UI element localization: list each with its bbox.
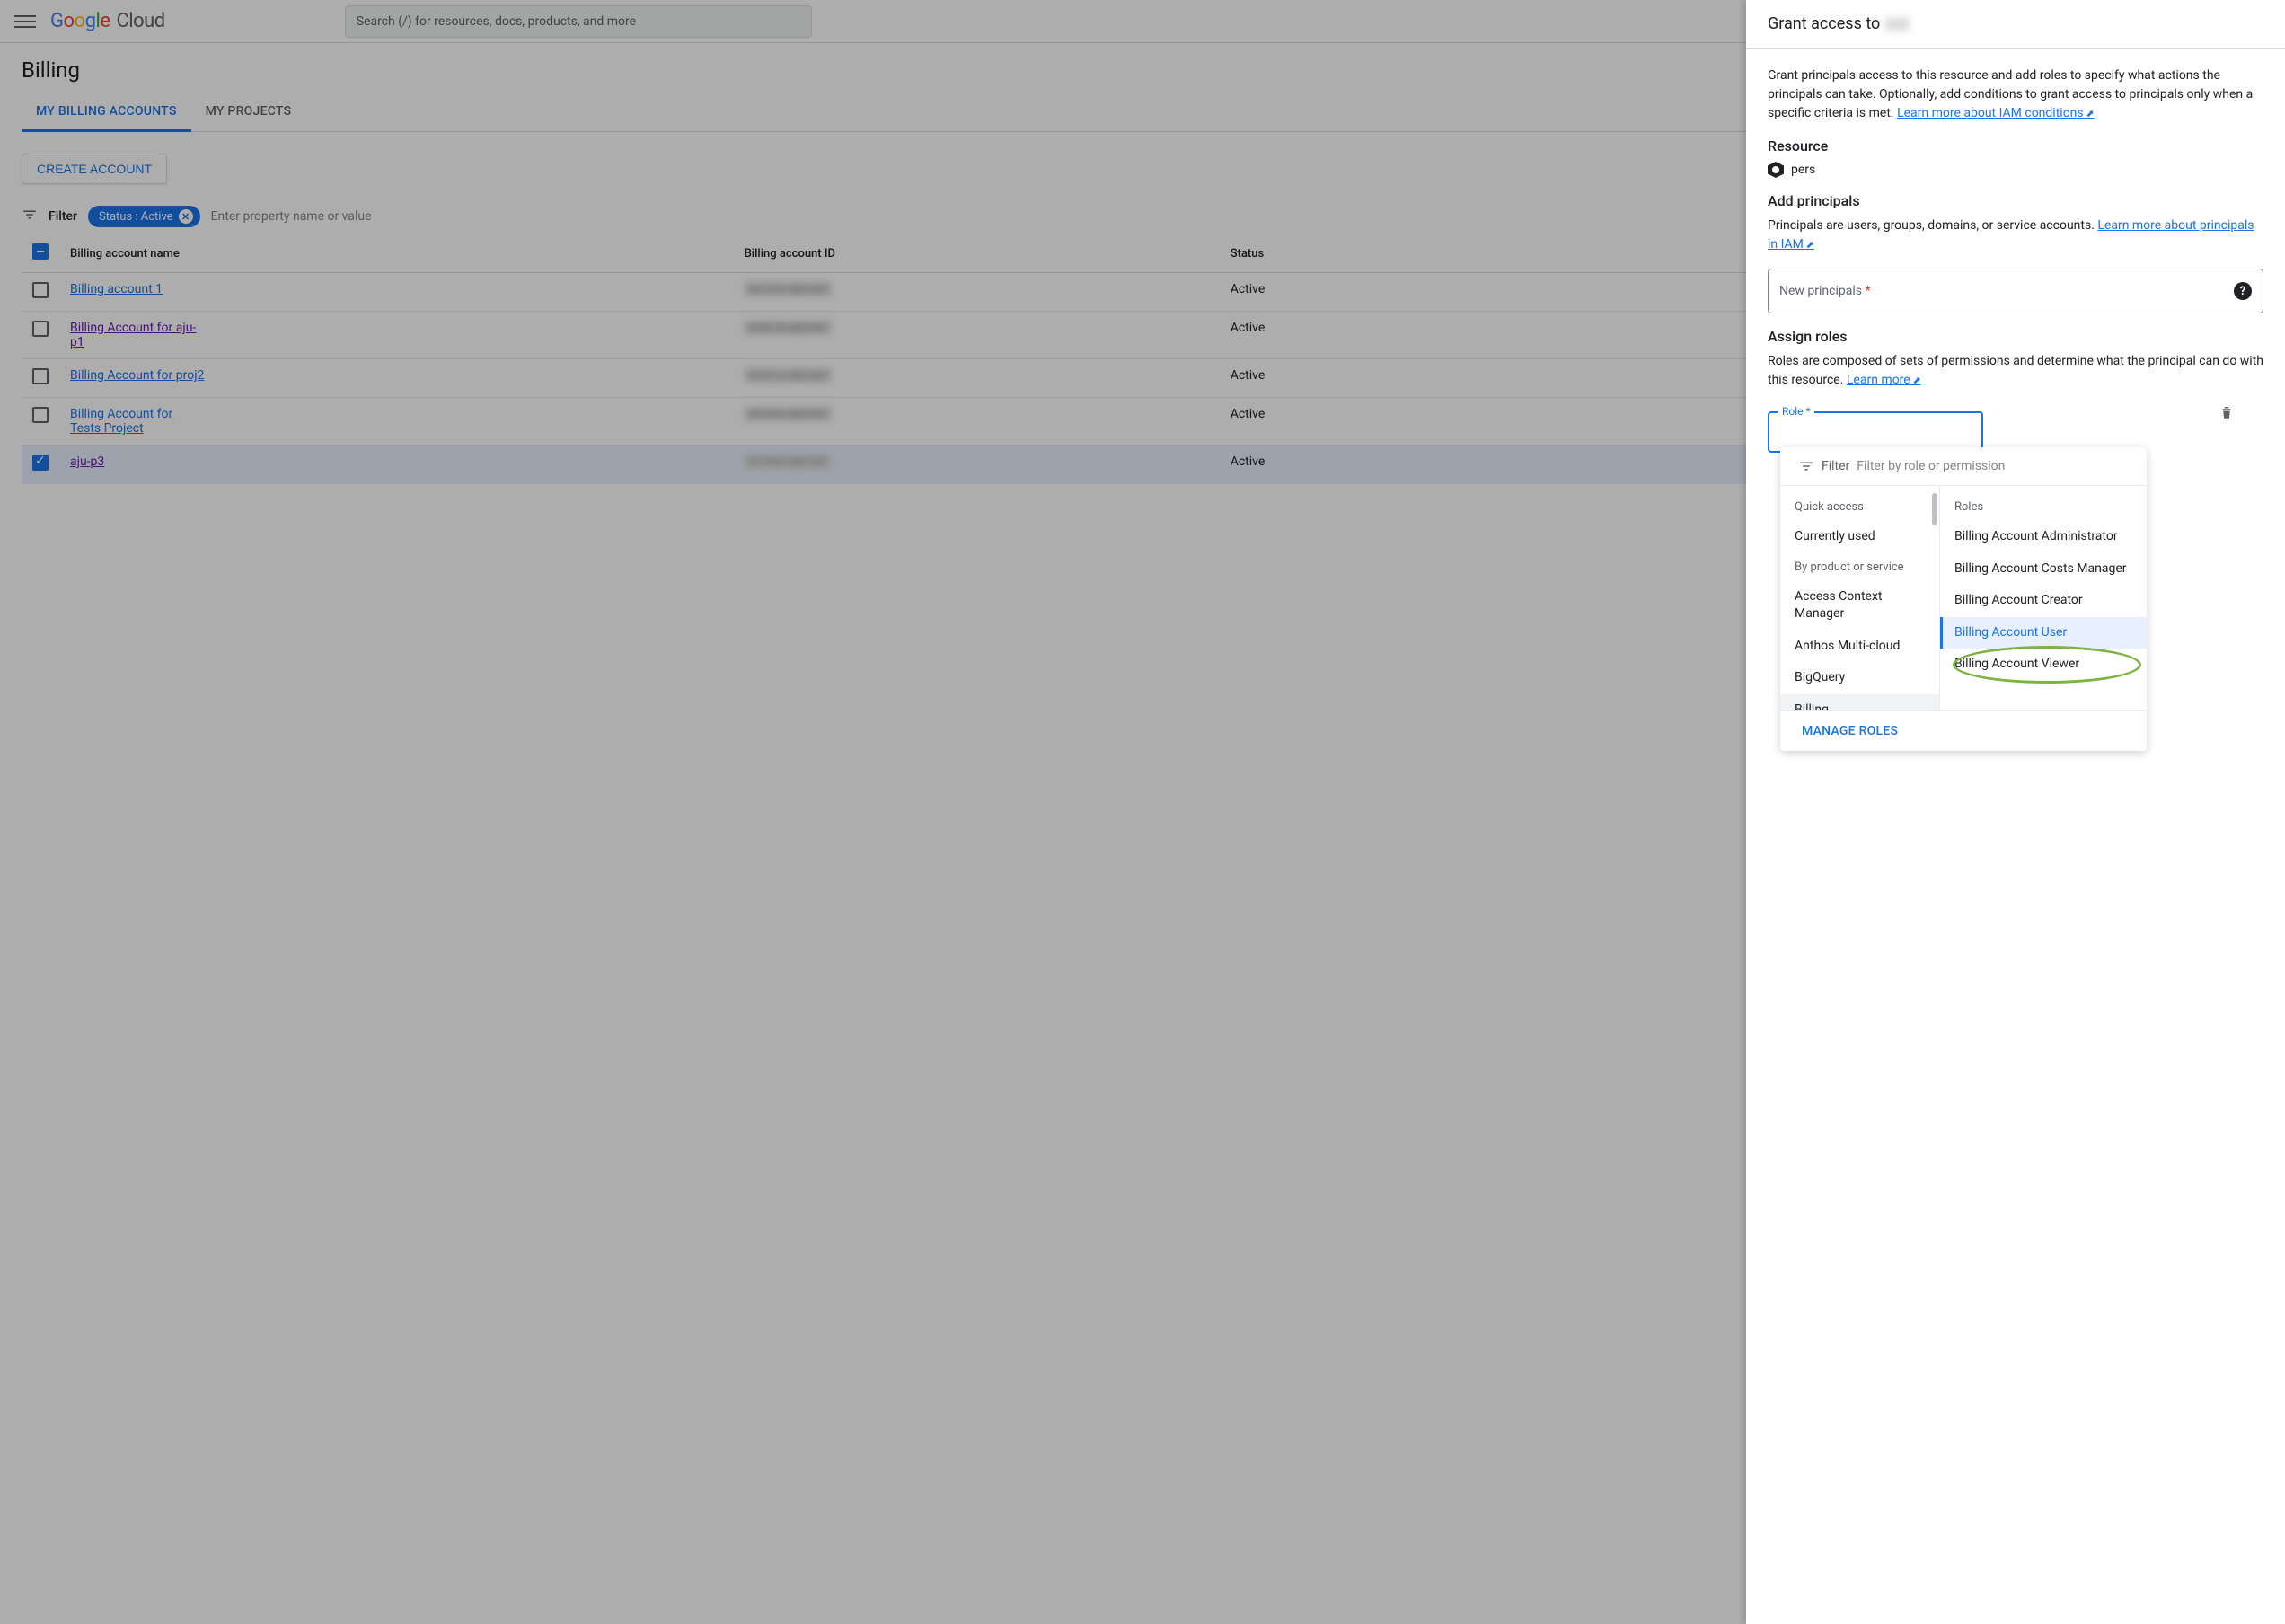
by-product-section: By product or service: [1780, 553, 1939, 581]
role-item[interactable]: Billing Account Costs Manager: [1940, 553, 2147, 586]
resource-icon: [1768, 162, 1784, 178]
role-item[interactable]: Billing Account Viewer: [1940, 649, 2147, 681]
role-item[interactable]: Billing Account User: [1940, 617, 2147, 649]
role-category-list: Quick access Currently used By product o…: [1780, 486, 1940, 710]
manage-roles-button[interactable]: MANAGE ROLES: [1780, 710, 2147, 751]
panel-title: Grant access to ······: [1768, 14, 2263, 33]
learn-roles-link[interactable]: Learn more: [1847, 373, 1921, 387]
resource-heading: Resource: [1768, 137, 2263, 154]
learn-iam-conditions-link[interactable]: Learn more about IAM conditions: [1897, 106, 2095, 120]
quick-access-section: Quick access: [1780, 493, 1939, 521]
category-currently-used[interactable]: Currently used: [1780, 521, 1939, 553]
role-list: Roles Billing Account AdministratorBilli…: [1940, 486, 2147, 710]
category-item[interactable]: BigQuery: [1780, 662, 1939, 694]
category-item[interactable]: Access Context Manager: [1780, 581, 1939, 631]
category-item[interactable]: Anthos Multi-cloud: [1780, 631, 1939, 663]
role-item[interactable]: Billing Account Creator: [1940, 585, 2147, 617]
resource-item: pers: [1768, 162, 2263, 178]
role-item[interactable]: Billing Account Administrator: [1940, 521, 2147, 553]
role-dropdown: Filter Filter by role or permission Quic…: [1780, 447, 2147, 751]
role-filter-input[interactable]: Filter by role or permission: [1857, 459, 2005, 473]
assign-roles-heading: Assign roles: [1768, 328, 2263, 345]
panel-intro: Grant principals access to this resource…: [1768, 66, 2263, 123]
principals-desc: Principals are users, groups, domains, o…: [1768, 216, 2263, 254]
add-principals-heading: Add principals: [1768, 192, 2263, 209]
assign-desc: Roles are composed of sets of permission…: [1768, 352, 2263, 390]
role-filter-row: Filter Filter by role or permission: [1780, 447, 2147, 486]
roles-section: Roles: [1940, 493, 2147, 521]
delete-role-icon[interactable]: [2219, 404, 2235, 425]
help-icon[interactable]: ?: [2234, 282, 2252, 300]
grant-access-panel: Grant access to ······ Grant principals …: [1746, 0, 2285, 1624]
filter-icon: [1798, 458, 1814, 474]
category-item[interactable]: Billing: [1780, 694, 1939, 710]
new-principals-input[interactable]: New principals * ?: [1768, 269, 2263, 313]
